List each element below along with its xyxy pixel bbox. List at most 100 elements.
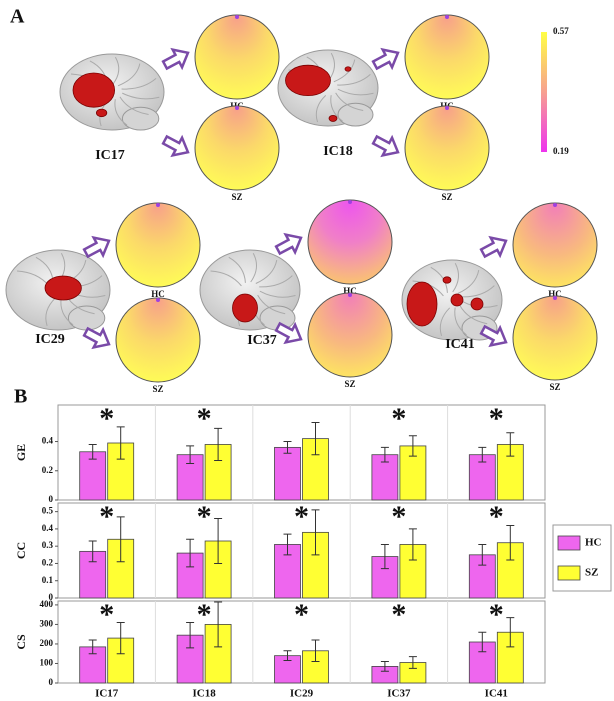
y-tick-label: 0.1 <box>42 575 54 585</box>
error-bar <box>478 446 487 463</box>
significance-marker: * <box>99 402 114 435</box>
error-bar <box>478 631 487 653</box>
sulcus <box>439 307 451 336</box>
sulcus <box>315 95 327 123</box>
arrow <box>479 324 508 348</box>
y-tick-label: 0 <box>49 592 54 602</box>
significance-marker: * <box>294 500 309 533</box>
significance-marker: * <box>197 598 212 631</box>
map-apex <box>553 296 557 300</box>
bar <box>399 445 427 501</box>
legend-box <box>552 524 612 592</box>
arrow-shape <box>479 324 508 348</box>
error-bar <box>116 426 125 460</box>
y-tick-label: 0 <box>49 494 54 504</box>
sulcus <box>114 99 128 126</box>
component-label: IC37 <box>247 333 277 348</box>
error-bar <box>116 516 125 563</box>
error-bar <box>214 427 223 462</box>
arrow <box>161 47 190 71</box>
map-apex <box>235 106 239 110</box>
arrow <box>274 232 303 256</box>
connectivity-map <box>404 105 490 191</box>
arrow <box>161 134 190 158</box>
x-tick-label: IC37 <box>387 688 411 700</box>
sulcus <box>335 92 364 112</box>
map-apex <box>445 15 449 19</box>
connectivity-map <box>404 14 490 100</box>
significance-marker: * <box>99 598 114 631</box>
error-bar <box>506 524 515 561</box>
arrow <box>82 326 111 350</box>
panel-frame <box>57 600 546 684</box>
sulcus <box>122 92 160 100</box>
legend-label: HC <box>585 537 602 549</box>
colorbar-max: 0.57 <box>553 26 569 36</box>
y-axis-label: GE <box>14 444 28 461</box>
connectivity-map <box>307 292 393 378</box>
error-bar <box>214 601 223 648</box>
error-bar <box>408 435 417 457</box>
component-label: IC29 <box>35 332 65 347</box>
group-label: SZ <box>441 192 452 202</box>
error-bar <box>380 661 389 672</box>
activation <box>442 276 452 284</box>
error-bar <box>88 540 97 563</box>
arrow-shape <box>82 235 111 259</box>
sulcus <box>459 304 488 325</box>
connectivity-map <box>512 202 598 288</box>
panel-frame <box>57 404 546 501</box>
sulcus <box>250 253 257 283</box>
map-apex <box>156 298 160 302</box>
error-bar <box>214 518 223 564</box>
significance-marker: * <box>197 500 212 533</box>
y-tick-label: 0.4 <box>42 436 54 446</box>
activation <box>72 72 115 108</box>
error-bar <box>186 445 195 464</box>
map-apex <box>553 203 557 207</box>
sulcus <box>255 259 278 284</box>
activation <box>450 293 464 307</box>
activation <box>406 281 438 327</box>
cerebellum <box>121 106 160 131</box>
sulcus <box>430 266 448 293</box>
activation <box>344 66 352 72</box>
activation <box>285 64 331 97</box>
arrow <box>371 134 400 158</box>
error-bar <box>283 650 292 662</box>
group-label: SZ <box>344 379 355 389</box>
sulcus <box>210 270 242 287</box>
arrow-shape <box>371 47 400 71</box>
panel-label: B <box>14 386 27 408</box>
group-label: HC <box>548 289 562 299</box>
x-tick-label: IC18 <box>192 688 216 700</box>
arrow-shape <box>371 134 400 158</box>
y-axis-label: CC <box>14 542 28 559</box>
sulcus <box>257 294 286 315</box>
error-bar <box>186 538 195 568</box>
group-label: SZ <box>549 382 560 392</box>
legend-swatch <box>557 565 581 581</box>
significance-marker: * <box>294 598 309 631</box>
colorbar <box>541 32 547 152</box>
x-tick-label: IC17 <box>95 688 119 700</box>
y-tick-label: 0 <box>49 677 54 687</box>
y-tick-label: 0.4 <box>42 523 54 533</box>
group-label: HC <box>343 286 357 296</box>
y-tick-label: 300 <box>40 618 54 628</box>
sulcus <box>119 96 149 116</box>
significance-marker: * <box>391 402 406 435</box>
colorbar-min: 0.19 <box>553 146 569 156</box>
cerebellum <box>337 102 374 127</box>
error-bar <box>408 656 417 669</box>
y-tick-label: 200 <box>40 638 54 648</box>
sulcus <box>117 63 141 87</box>
cerebellum <box>67 305 106 331</box>
sulcus <box>333 59 356 83</box>
y-tick-label: 0.2 <box>42 465 54 475</box>
significance-marker: * <box>489 500 504 533</box>
error-bar <box>88 443 97 460</box>
sulcus <box>457 269 480 294</box>
error-bar <box>283 533 292 556</box>
